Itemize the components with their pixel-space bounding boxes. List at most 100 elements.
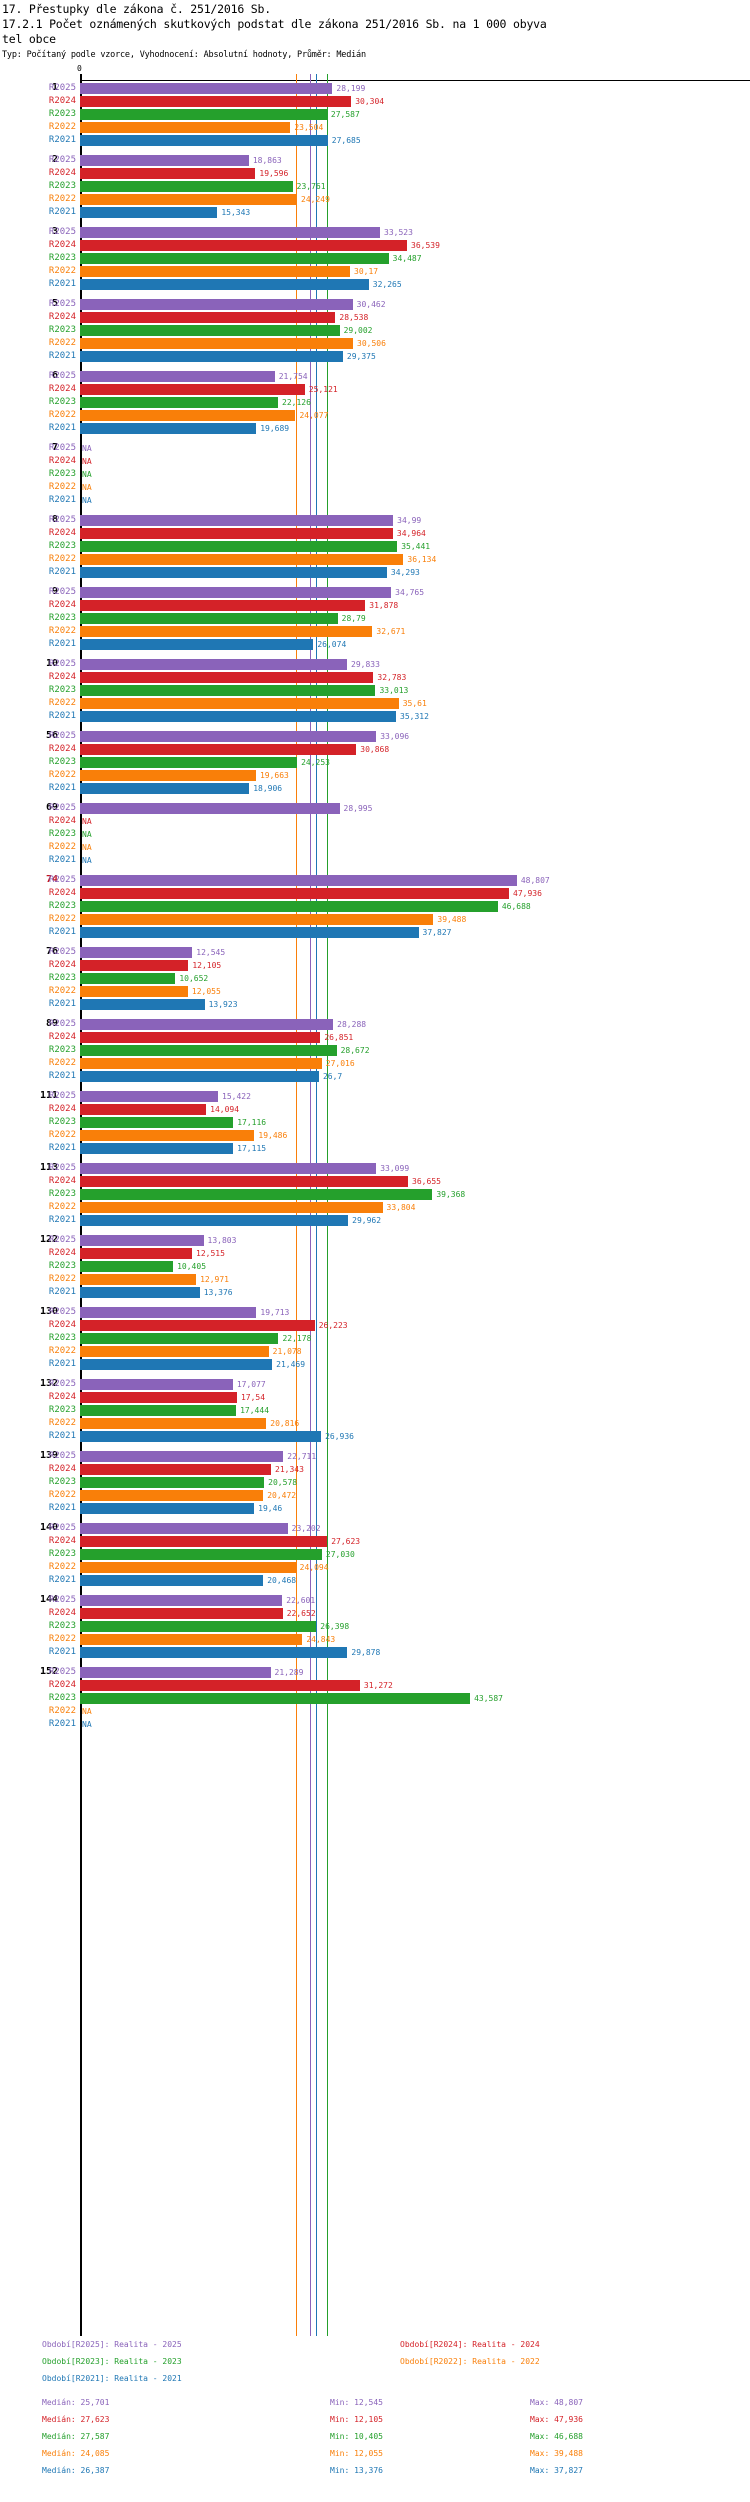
bar-R2023[interactable] [80,757,298,768]
bar-R2022[interactable] [80,266,351,277]
bar-R2025[interactable] [80,1595,283,1606]
bar-R2023[interactable] [80,1693,471,1704]
bar-R2024[interactable] [80,1464,272,1475]
bar-R2022[interactable] [80,1058,322,1069]
bar-R2023[interactable] [80,613,338,624]
bar-R2021[interactable] [80,999,205,1010]
bar-R2024[interactable] [80,1536,328,1547]
bar-R2023[interactable] [80,1477,265,1488]
bar-R2021[interactable] [80,207,218,218]
bar-R2025[interactable] [80,1091,219,1102]
bar-R2022[interactable] [80,410,296,421]
bar-R2022[interactable] [80,1634,303,1645]
bar-R2021[interactable] [80,711,397,722]
bar-R2024[interactable] [80,600,366,611]
bar-R2022[interactable] [80,338,354,349]
bar-R2021[interactable] [80,1575,264,1586]
bar-R2021[interactable] [80,1647,348,1658]
bar-R2025[interactable] [80,1235,204,1246]
bar-R2025[interactable] [80,947,193,958]
bar-R2023[interactable] [80,1333,279,1344]
bar-R2023[interactable] [80,253,389,264]
bar-R2023[interactable] [80,109,327,120]
bar-R2023[interactable] [80,1549,322,1560]
bar-R2021[interactable] [80,1215,349,1226]
bar-R2024[interactable] [80,312,336,323]
bar-R2025[interactable] [80,515,394,526]
bar-R2023[interactable] [80,1405,237,1416]
bar-R2021[interactable] [80,927,419,938]
bar-R2021[interactable] [80,1431,322,1442]
bar-R2023[interactable] [80,1045,337,1056]
bar-R2025[interactable] [80,1379,233,1390]
bar-R2024[interactable] [80,960,189,971]
bar-R2023[interactable] [80,1117,234,1128]
bar-R2025[interactable] [80,875,517,886]
legend-item[interactable]: Období[R2022]: Realita - 2022 [400,2357,540,2366]
bar-R2023[interactable] [80,901,498,912]
bar-R2021[interactable] [80,351,343,362]
bar-R2022[interactable] [80,986,188,997]
bar-R2025[interactable] [80,1667,271,1678]
bar-R2024[interactable] [80,1320,315,1331]
bar-R2022[interactable] [80,1202,383,1213]
legend-item[interactable]: Období[R2024]: Realita - 2024 [400,2340,540,2349]
bar-R2023[interactable] [80,397,279,408]
bar-R2021[interactable] [80,639,314,650]
bar-R2025[interactable] [80,731,377,742]
bar-R2025[interactable] [80,227,381,238]
bar-R2024[interactable] [80,1392,237,1403]
bar-R2021[interactable] [80,279,369,290]
bar-R2024[interactable] [80,1104,207,1115]
bar-R2025[interactable] [80,803,340,814]
bar-R2021[interactable] [80,1287,200,1298]
bar-R2021[interactable] [80,567,387,578]
bar-R2021[interactable] [80,135,328,146]
bar-R2024[interactable] [80,1608,283,1619]
bar-R2025[interactable] [80,83,333,94]
bar-R2025[interactable] [80,659,347,670]
bar-R2023[interactable] [80,181,293,192]
bar-R2021[interactable] [80,1143,234,1154]
bar-R2024[interactable] [80,1176,409,1187]
bar-R2021[interactable] [80,423,257,434]
bar-R2025[interactable] [80,155,249,166]
bar-R2023[interactable] [80,685,376,696]
bar-R2021[interactable] [80,1359,273,1370]
bar-R2021[interactable] [80,783,250,794]
bar-R2024[interactable] [80,168,256,179]
bar-R2025[interactable] [80,371,275,382]
bar-R2023[interactable] [80,973,176,984]
bar-R2025[interactable] [80,1163,377,1174]
bar-R2024[interactable] [80,240,408,251]
bar-R2023[interactable] [80,1621,317,1632]
bar-R2024[interactable] [80,672,374,683]
bar-R2022[interactable] [80,554,404,565]
bar-R2024[interactable] [80,1680,360,1691]
bar-R2024[interactable] [80,528,393,539]
bar-R2021[interactable] [80,1071,319,1082]
legend-item[interactable]: Období[R2021]: Realita - 2021 [42,2374,182,2383]
bar-R2023[interactable] [80,1189,433,1200]
legend-item[interactable]: Období[R2023]: Realita - 2023 [42,2357,182,2366]
bar-R2022[interactable] [80,1490,264,1501]
bar-R2025[interactable] [80,1451,284,1462]
bar-R2022[interactable] [80,914,434,925]
bar-R2023[interactable] [80,541,398,552]
bar-R2022[interactable] [80,770,256,781]
bar-R2024[interactable] [80,888,510,899]
bar-R2024[interactable] [80,1248,192,1259]
bar-R2025[interactable] [80,1019,334,1030]
bar-R2025[interactable] [80,1307,257,1318]
bar-R2024[interactable] [80,384,305,395]
bar-R2022[interactable] [80,698,399,709]
bar-R2023[interactable] [80,325,340,336]
bar-R2022[interactable] [80,626,373,637]
bar-R2025[interactable] [80,299,353,310]
bar-R2025[interactable] [80,1523,288,1534]
bar-R2025[interactable] [80,587,392,598]
bar-R2022[interactable] [80,194,298,205]
bar-R2022[interactable] [80,1418,267,1429]
legend-item[interactable]: Období[R2025]: Realita - 2025 [42,2340,182,2349]
bar-R2022[interactable] [80,1130,255,1141]
